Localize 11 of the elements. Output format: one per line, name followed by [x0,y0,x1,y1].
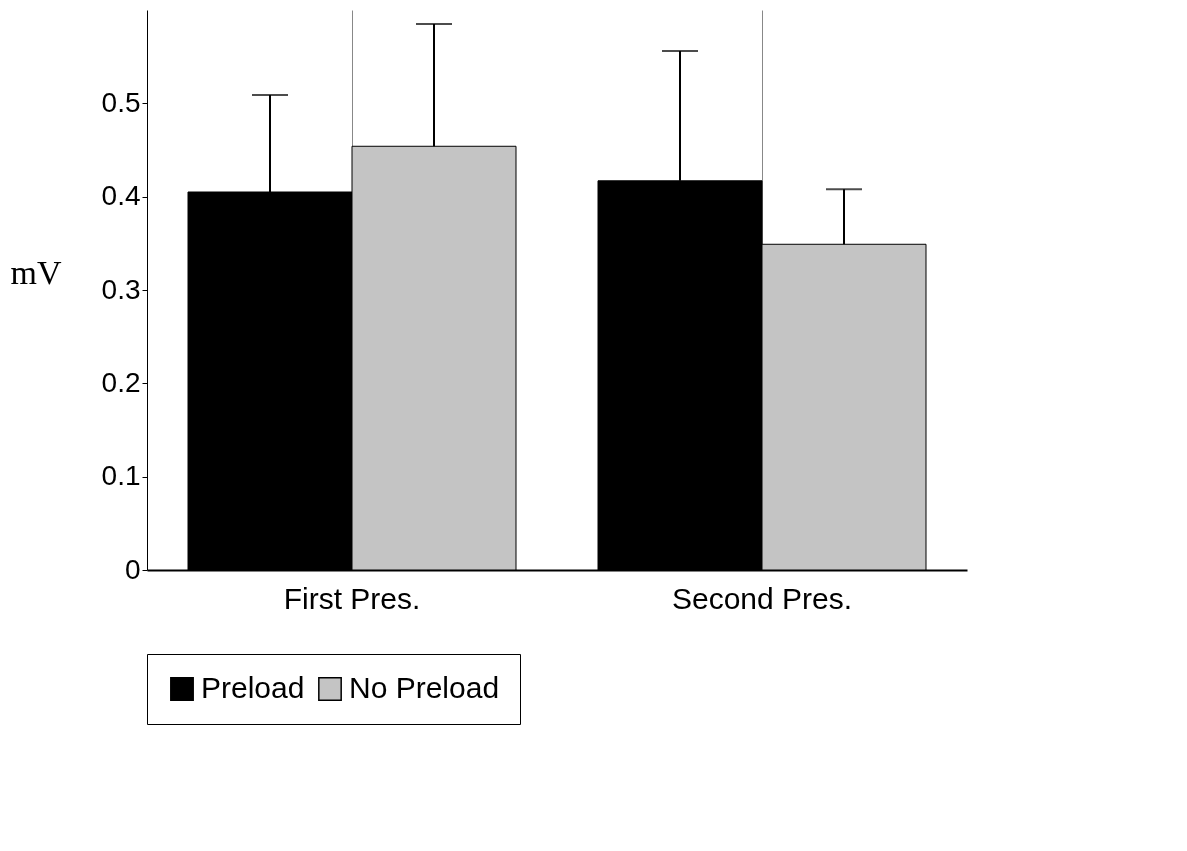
legend-label: Preload [201,671,305,704]
x-tick-label: Second Pres. [671,581,853,615]
legend-label: No Preload [349,671,500,704]
y-axis-title: mV [10,253,63,291]
x-tick-label: First Pres. [283,581,421,615]
y-tick-label: 0.4 [101,180,141,212]
y-tick-label: 0.3 [101,273,141,305]
y-tick-label: 0.1 [101,460,141,492]
y-tick-label: 0 [124,553,141,585]
y-tick-label: 0.5 [101,86,141,118]
y-tick-label: 0.2 [101,366,141,398]
